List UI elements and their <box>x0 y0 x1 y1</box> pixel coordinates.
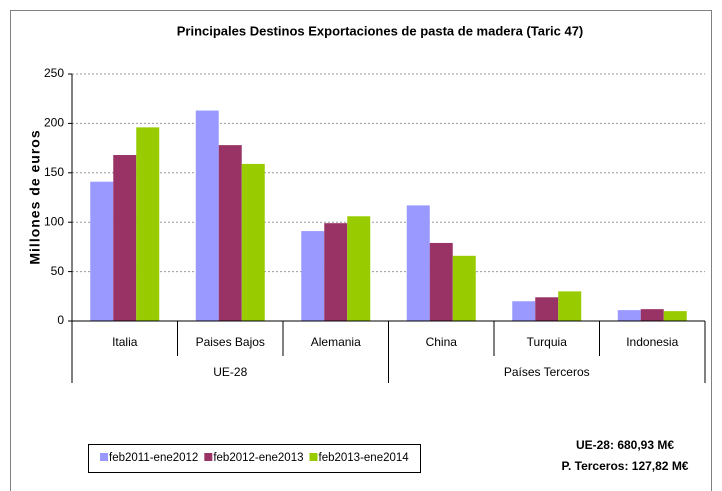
y-tick-label: 50 <box>51 264 65 278</box>
bar <box>640 309 664 321</box>
y-tick-label: 150 <box>44 165 64 179</box>
x-tick-label: Alemania <box>311 335 361 349</box>
x-tick-label: Indonesia <box>626 335 678 349</box>
y-tick-label: 0 <box>57 313 64 327</box>
bar <box>347 216 371 321</box>
bar <box>663 311 687 321</box>
legend-label: feb2011-ene2012 <box>109 452 198 464</box>
legend-swatch <box>204 453 213 461</box>
bar <box>241 163 265 321</box>
bar <box>136 127 160 322</box>
group-label: Países Terceros <box>504 365 590 379</box>
x-tick-label: Italia <box>112 335 138 349</box>
bar <box>324 223 348 321</box>
bar <box>512 301 536 321</box>
bar <box>406 205 430 321</box>
bar <box>218 145 242 321</box>
bar <box>452 255 476 321</box>
x-tick-label: Turquia <box>527 335 568 349</box>
bar <box>429 242 453 321</box>
x-tick-label: Paises Bajos <box>196 335 265 349</box>
annotation: UE-28: 680,93 M€ <box>576 438 674 452</box>
legend-label: feb2013-ene2014 <box>319 452 410 464</box>
legend-swatch <box>100 453 108 461</box>
legend-box <box>88 444 421 473</box>
bar <box>301 231 325 321</box>
bar <box>113 155 137 321</box>
y-tick-label: 100 <box>44 214 64 228</box>
y-axis-label: Millones de euros <box>27 129 43 264</box>
y-tick-label: 200 <box>44 116 64 130</box>
bar <box>617 310 641 321</box>
group-label: UE-28 <box>213 365 247 379</box>
chart-title: Principales Destinos Exportaciones de pa… <box>177 23 584 38</box>
x-tick-label: China <box>426 335 458 349</box>
chart-frame <box>10 10 712 491</box>
annotation: P. Terceros: 127,82 M€ <box>562 459 689 473</box>
y-tick-label: 250 <box>44 66 64 80</box>
bar <box>195 110 219 321</box>
bar <box>535 297 559 321</box>
bar <box>558 291 582 321</box>
bar <box>90 181 114 321</box>
legend-label: feb2012-ene2013 <box>213 452 303 464</box>
legend-swatch <box>309 453 318 461</box>
